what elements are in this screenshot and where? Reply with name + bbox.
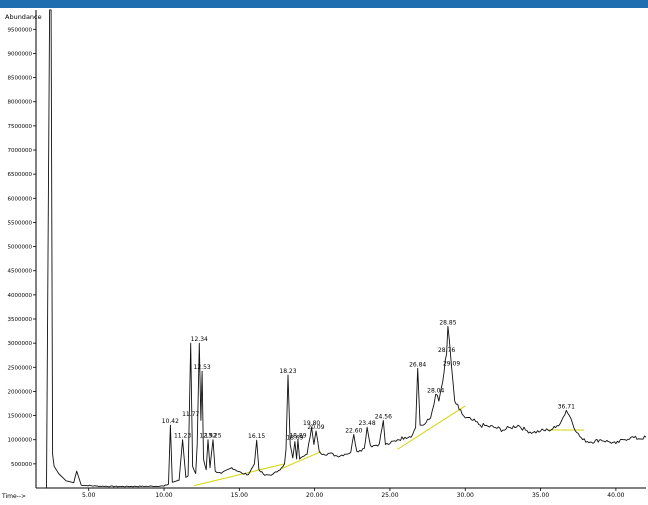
peak-label: 10.42 (162, 418, 179, 425)
peak-label: 26.84 (409, 361, 426, 368)
x-tick-label: 30.00 (457, 492, 474, 499)
series-line (36, 9, 647, 489)
peak-label: 16.15 (248, 433, 265, 440)
peak-label: 22.60 (345, 427, 362, 434)
x-tick-label: 15.00 (231, 492, 248, 499)
peak-label: 18.89 (289, 433, 306, 440)
peak-label: 24.56 (375, 413, 392, 420)
integration-baselines (194, 405, 585, 487)
x-tick-label: 10.00 (155, 492, 172, 499)
y-tick-label: 8000000 (8, 100, 33, 106)
y-tick-label: 6000000 (8, 196, 33, 202)
y-tick-label: 2000000 (8, 389, 33, 395)
peak-label: 20.09 (307, 424, 324, 431)
peak-label: 13.25 (204, 433, 221, 440)
y-tick-label: 3500000 (8, 317, 33, 323)
peak-label: 11.77 (182, 411, 199, 418)
y-tick-label: 6500000 (8, 172, 33, 178)
y-tick-label: 9500000 (8, 27, 33, 33)
peak-label: 12.53 (194, 364, 211, 371)
peak-label: 28.76 (438, 347, 455, 354)
peak-label: 19.80 (303, 420, 320, 427)
x-tick-label: 5.00 (82, 492, 96, 499)
y-tick-label: 1000000 (8, 438, 33, 444)
peak-label: 18.23 (279, 368, 296, 375)
axes: 500000 1000000 1500000 2000000 2500000 300000… (8, 10, 646, 499)
y-tick-label: 4000000 (8, 293, 33, 299)
x-tick-label: 40.00 (607, 492, 624, 499)
peak-label: 12.34 (191, 336, 208, 343)
peak-label: 28.85 (439, 319, 456, 326)
y-tick-label: 8500000 (8, 76, 33, 82)
signal-trace (36, 9, 647, 489)
peak-label: 11.23 (174, 433, 191, 440)
y-tick-label: 7500000 (8, 124, 33, 130)
y-tick-label: 4500000 (8, 269, 33, 275)
top-edge-bar (0, 0, 648, 8)
baseline-segment (281, 451, 321, 470)
x-axis-label: Time--> (1, 493, 26, 500)
y-tick-label: 7000000 (8, 148, 33, 154)
peak-label: 28.04 (427, 387, 444, 394)
baseline-segment (194, 463, 285, 487)
peak-label: 12.92 (199, 433, 216, 440)
baseline-segment (397, 405, 466, 450)
y-tick-label: 1500000 (8, 414, 33, 420)
x-tick-label: 20.00 (306, 492, 323, 499)
y-tick-label: 2500000 (8, 365, 33, 371)
peak-label: 18.69 (286, 435, 303, 442)
y-tick-label: 5000000 (8, 245, 33, 251)
x-tick-label: 25.00 (381, 492, 398, 499)
y-axis-label: Abundance (5, 13, 42, 21)
x-tick-label: 35.00 (532, 492, 549, 499)
peak-label: 29.09 (443, 360, 460, 367)
y-tick-label: 5500000 (8, 220, 33, 226)
peak-label: 36.71 (558, 403, 575, 410)
y-tick-label: 500000 (11, 462, 32, 468)
y-tick-label: 3000000 (8, 341, 33, 347)
peak-label: 23.48 (358, 420, 375, 427)
y-tick-label: 9000000 (8, 51, 33, 57)
